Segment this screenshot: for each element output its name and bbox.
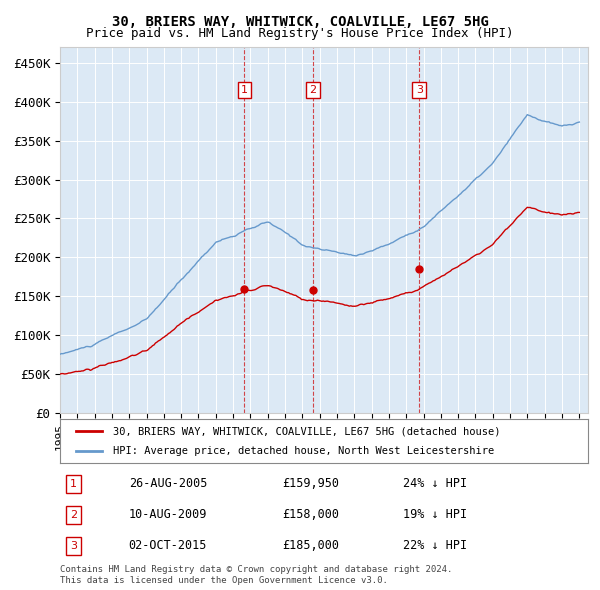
- Text: 1: 1: [70, 478, 77, 489]
- Text: 3: 3: [416, 85, 423, 95]
- Text: 22% ↓ HPI: 22% ↓ HPI: [403, 539, 467, 552]
- Text: £185,000: £185,000: [282, 539, 339, 552]
- Text: This data is licensed under the Open Government Licence v3.0.: This data is licensed under the Open Gov…: [60, 576, 388, 585]
- Text: Contains HM Land Registry data © Crown copyright and database right 2024.: Contains HM Land Registry data © Crown c…: [60, 565, 452, 574]
- Text: 26-AUG-2005: 26-AUG-2005: [128, 477, 207, 490]
- Text: 3: 3: [70, 541, 77, 551]
- Text: £159,950: £159,950: [282, 477, 339, 490]
- Text: 1: 1: [241, 85, 248, 95]
- Text: Price paid vs. HM Land Registry's House Price Index (HPI): Price paid vs. HM Land Registry's House …: [86, 27, 514, 40]
- Text: 30, BRIERS WAY, WHITWICK, COALVILLE, LE67 5HG (detached house): 30, BRIERS WAY, WHITWICK, COALVILLE, LE6…: [113, 427, 500, 436]
- Text: 02-OCT-2015: 02-OCT-2015: [128, 539, 207, 552]
- Text: £158,000: £158,000: [282, 508, 339, 522]
- Text: 19% ↓ HPI: 19% ↓ HPI: [403, 508, 467, 522]
- Text: 2: 2: [70, 510, 77, 520]
- Text: HPI: Average price, detached house, North West Leicestershire: HPI: Average price, detached house, Nort…: [113, 446, 494, 455]
- Text: 10-AUG-2009: 10-AUG-2009: [128, 508, 207, 522]
- Text: 24% ↓ HPI: 24% ↓ HPI: [403, 477, 467, 490]
- Text: 2: 2: [310, 85, 316, 95]
- Text: 30, BRIERS WAY, WHITWICK, COALVILLE, LE67 5HG: 30, BRIERS WAY, WHITWICK, COALVILLE, LE6…: [112, 15, 488, 29]
